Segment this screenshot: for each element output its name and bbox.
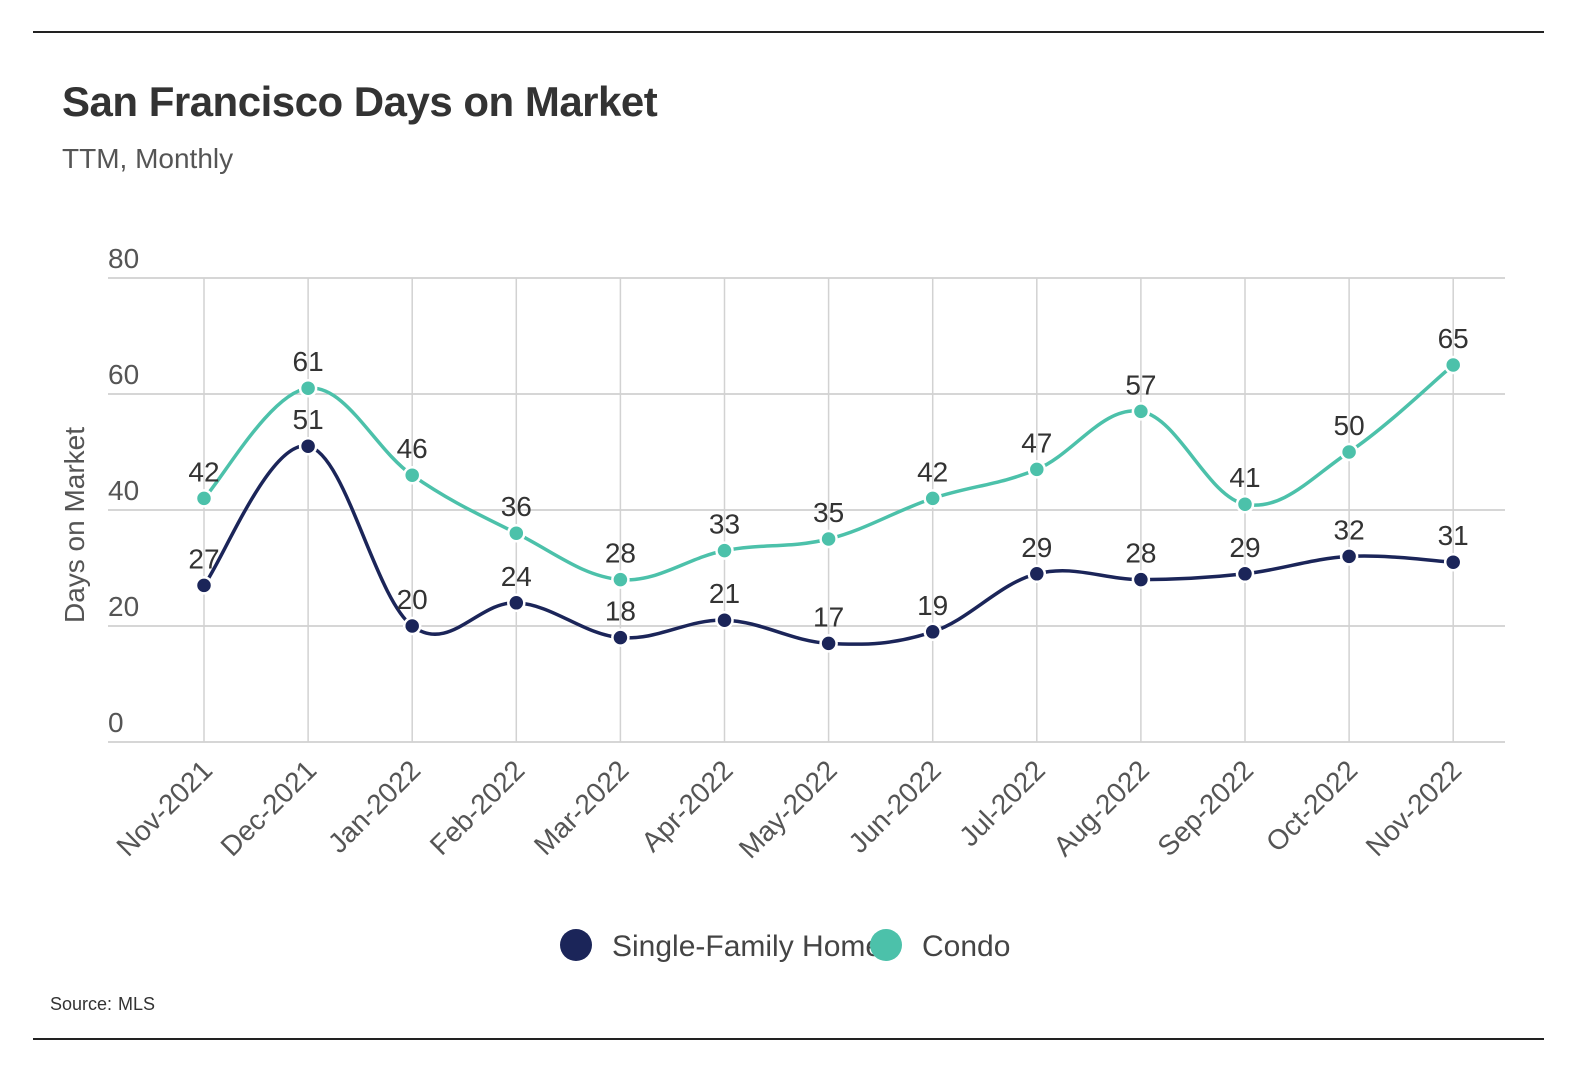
data-label: 29 <box>1229 532 1260 563</box>
data-label: 36 <box>501 491 532 522</box>
y-tick-label: 0 <box>108 707 124 738</box>
data-point <box>819 634 838 653</box>
data-point <box>715 610 734 630</box>
data-label: 46 <box>397 433 428 464</box>
x-tick-label: Dec-2021 <box>215 754 323 862</box>
data-label: 61 <box>293 346 324 377</box>
bottom-rule <box>33 1038 1544 1040</box>
data-label: 42 <box>917 456 948 487</box>
data-point <box>1027 460 1047 479</box>
y-tick-label: 20 <box>108 591 139 622</box>
data-point <box>819 529 838 549</box>
x-tick-label: Aug-2022 <box>1047 754 1155 862</box>
x-tick-label: May-2022 <box>733 754 843 864</box>
series-condo: 42 61 46 36 28 33 35 42 47 57 41 50 65 <box>188 323 1469 589</box>
data-label: 19 <box>917 590 948 621</box>
data-point <box>611 628 630 647</box>
data-point <box>194 576 214 595</box>
data-label: 18 <box>605 596 636 627</box>
x-tick-label: Jun-2022 <box>842 754 946 858</box>
data-label: 29 <box>1021 532 1052 563</box>
x-tick-label: Mar-2022 <box>528 754 635 861</box>
data-point <box>923 622 942 642</box>
data-point <box>1131 570 1151 589</box>
data-point <box>1443 552 1463 572</box>
data-label: 65 <box>1438 323 1469 354</box>
x-tick-label: Feb-2022 <box>424 754 531 861</box>
x-tick-label: Oct-2022 <box>1260 754 1363 857</box>
data-point <box>1339 547 1359 566</box>
data-label: 33 <box>709 509 740 540</box>
data-point <box>402 465 422 485</box>
data-point <box>923 489 942 508</box>
series-single-family-home: 27 51 20 24 18 21 17 19 29 28 29 32 31 <box>188 404 1469 653</box>
data-point <box>298 436 318 456</box>
legend-marker <box>870 929 902 961</box>
y-tick-label: 40 <box>108 475 139 506</box>
legend-marker <box>560 929 592 961</box>
data-point <box>194 489 214 508</box>
x-tick-label: Nov-2022 <box>1360 754 1468 862</box>
chart-title: San Francisco Days on Market <box>62 78 658 125</box>
data-point <box>611 570 630 589</box>
data-point <box>402 616 422 636</box>
x-tick-label: Sep-2022 <box>1151 754 1259 862</box>
data-label: 57 <box>1125 369 1156 400</box>
data-point <box>507 593 526 613</box>
data-point <box>507 523 526 543</box>
x-tick-label: Jul-2022 <box>953 754 1051 852</box>
y-axis-ticks: 0 20 40 60 80 <box>108 243 139 738</box>
data-label: 32 <box>1334 514 1365 545</box>
data-point <box>1131 402 1151 421</box>
data-label: 35 <box>813 497 844 528</box>
data-label: 24 <box>501 561 532 592</box>
data-point <box>1235 564 1255 584</box>
data-label: 17 <box>813 601 844 632</box>
data-label: 28 <box>1125 538 1156 569</box>
data-label: 27 <box>188 543 219 574</box>
data-point <box>298 378 318 398</box>
series-line <box>202 444 1454 646</box>
data-label: 51 <box>293 404 324 435</box>
data-point <box>1235 494 1255 514</box>
data-point <box>715 541 734 560</box>
y-tick-label: 80 <box>108 243 139 274</box>
x-tick-label: Apr-2022 <box>635 754 738 857</box>
data-label: 47 <box>1021 427 1052 458</box>
data-label: 28 <box>605 538 636 569</box>
source-label: Source: <box>50 994 113 1014</box>
y-tick-label: 60 <box>108 359 139 390</box>
data-label: 41 <box>1229 462 1260 493</box>
data-label: 21 <box>709 578 740 609</box>
x-tick-label: Nov-2021 <box>110 754 218 862</box>
data-label: 42 <box>188 456 219 487</box>
data-label: 50 <box>1334 410 1365 441</box>
legend-label: Single-Family Home <box>612 930 882 963</box>
data-point <box>1339 442 1359 462</box>
legend: Single-Family Home Condo <box>560 929 1010 963</box>
y-axis-label: Days on Market <box>59 427 90 623</box>
x-tick-label: Jan-2022 <box>322 754 426 858</box>
legend-label: Condo <box>922 930 1010 963</box>
data-point <box>1027 564 1047 584</box>
series-group: 42 61 46 36 28 33 35 42 47 57 41 50 65 27 51 20 24 18 21 17… <box>188 323 1469 653</box>
data-label: 20 <box>397 584 428 615</box>
chart-subtitle: TTM, Monthly <box>62 143 234 174</box>
data-point <box>1443 355 1463 375</box>
source-note: Source: MLS <box>50 994 161 1015</box>
top-rule <box>33 31 1544 33</box>
data-label: 31 <box>1438 520 1469 551</box>
source-value: MLS <box>118 994 156 1014</box>
